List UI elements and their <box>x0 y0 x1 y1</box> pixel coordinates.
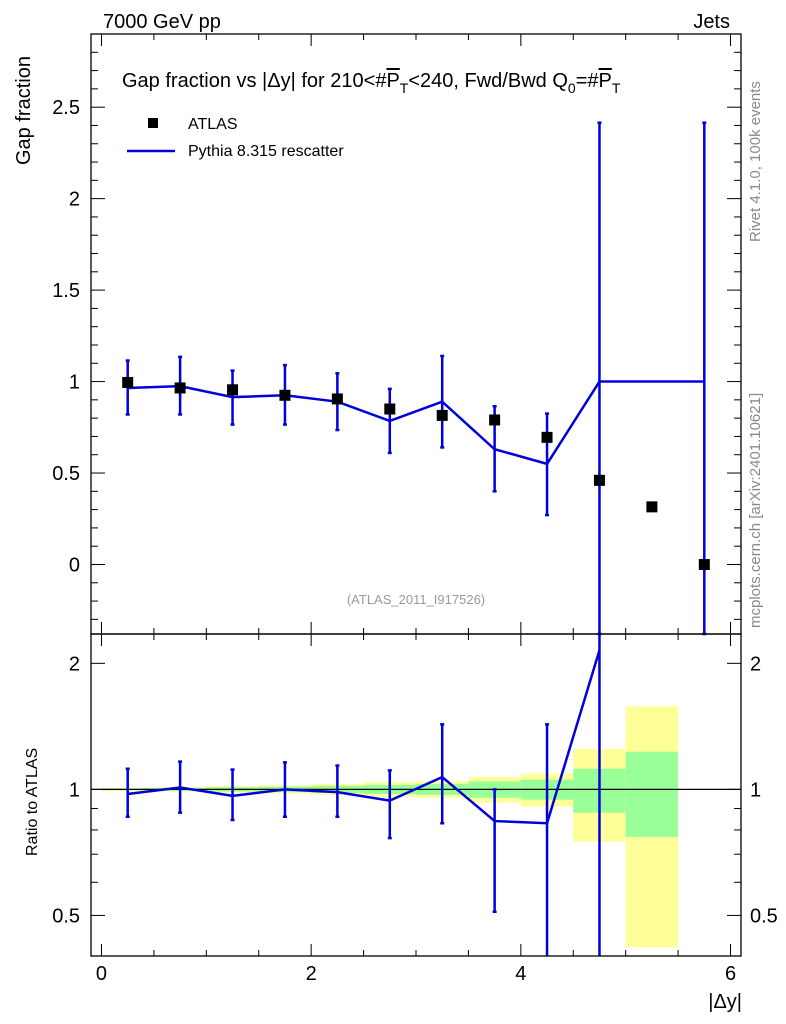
title-part-e: <240, Fwd/Bwd Q <box>408 70 568 92</box>
y-tick-label: 1.5 <box>52 280 80 302</box>
data-series <box>122 121 710 956</box>
atlas-point <box>489 414 501 426</box>
ratio-tick-label: 0.5 <box>52 905 80 927</box>
ratio-tick-label-right: 0.5 <box>750 905 778 927</box>
axis-ticks: 0 2 4 6 0 0.5 1 1.5 2 2.5 0.5 0.5 1 1 2 2 <box>52 34 778 985</box>
atlas-point <box>331 393 343 405</box>
y-tick-label: 2 <box>69 189 80 211</box>
atlas-point <box>384 403 396 415</box>
analysis-watermark: (ATLAS_2011_I917526) <box>347 592 485 607</box>
mc-line <box>127 380 705 466</box>
title-part-d: T <box>400 80 409 96</box>
x-tick-label: 6 <box>725 963 736 985</box>
legend-atlas-marker <box>148 118 158 128</box>
atlas-point <box>593 474 605 486</box>
title-part-g: =# <box>576 70 600 92</box>
x-tick-label: 4 <box>515 963 526 985</box>
header-left: 7000 GeV pp <box>103 11 221 33</box>
y-tick-label: 0.5 <box>52 463 80 485</box>
ratio-y-axis-label: Ratio to ATLAS <box>24 748 41 856</box>
x-axis-label: |Δy| <box>708 991 742 1013</box>
atlas-point <box>174 382 186 394</box>
side-rivet: Rivet 4.1.0, 100k events <box>747 81 764 242</box>
atlas-point <box>227 384 239 396</box>
atlas-point <box>436 409 448 421</box>
ratio-plot-frame <box>90 633 742 957</box>
band-inner <box>625 751 679 837</box>
atlas-point <box>279 389 291 401</box>
chart-title: Gap fraction vs |Δy| for 210<#PT<240, Fw… <box>122 70 621 96</box>
atlas-point <box>646 501 658 513</box>
x-tick-label: 0 <box>96 963 107 985</box>
atlas-point <box>541 431 553 443</box>
y-tick-label: 0 <box>69 554 80 576</box>
title-part-h: P <box>599 70 612 92</box>
y-tick-label: 2.5 <box>52 97 80 119</box>
title-part-c: P <box>386 70 399 92</box>
ratio-tick-label: 2 <box>69 653 80 675</box>
legend-mc-label: Pythia 8.315 rescatter <box>188 143 344 160</box>
side-mcplots: mcplots.cern.ch [arXiv:2401.10621] <box>747 393 764 628</box>
atlas-point <box>122 376 134 388</box>
y-axis-label: Gap fraction <box>13 56 35 165</box>
ratio-tick-label: 1 <box>69 779 80 801</box>
ratio-tick-label-right: 2 <box>750 653 761 675</box>
ratio-line <box>127 649 601 825</box>
ratio-tick-label-right: 1 <box>750 779 761 801</box>
atlas-point <box>698 558 710 570</box>
title-part-i: T <box>612 80 621 96</box>
y-tick-label: 1 <box>69 372 80 394</box>
title-part-a: Gap fraction vs | <box>122 70 267 92</box>
title-part-f: 0 <box>568 80 576 96</box>
legend-atlas-label: ATLAS <box>188 116 238 133</box>
title-part-b: Δy| for 210<# <box>267 70 387 92</box>
x-tick-label: 2 <box>306 963 317 985</box>
ratio-uncertainty-bands <box>91 706 741 948</box>
header-right: Jets <box>693 11 730 33</box>
